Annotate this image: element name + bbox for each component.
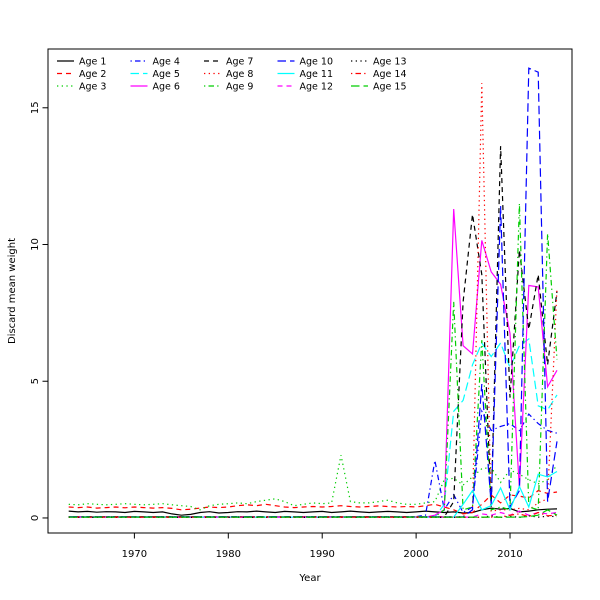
y-tick-label: 5 — [30, 378, 41, 384]
y-tick-label: 15 — [30, 101, 41, 114]
legend-label: Age 2 — [79, 69, 106, 80]
legend-item-age-2: Age 2 — [57, 69, 106, 80]
legend-item-age-12: Age 12 — [277, 81, 333, 92]
legend-item-age-4: Age 4 — [130, 56, 180, 67]
legend-label: Age 1 — [79, 56, 106, 67]
y-tick-label: 0 — [30, 515, 41, 521]
legend-item-age-3: Age 3 — [57, 81, 106, 92]
legend-item-age-10: Age 10 — [277, 56, 333, 67]
legend-label: Age 6 — [153, 81, 180, 92]
legend-item-age-14: Age 14 — [351, 69, 406, 80]
plot-area — [68, 67, 558, 519]
legend-label: Age 5 — [153, 69, 180, 80]
y-tick-label: 10 — [30, 238, 41, 251]
y-axis-title: Discard mean weight — [7, 238, 18, 344]
series-line-age-2 — [68, 489, 558, 515]
y-axis: 0 5 10 15 — [30, 101, 48, 521]
legend-label: Age 10 — [300, 56, 333, 67]
plot-box — [47, 48, 573, 534]
legend-item-age-13: Age 13 — [351, 56, 406, 67]
x-tick-label: 1970 — [122, 549, 147, 560]
legend-label: Age 4 — [153, 56, 180, 67]
legend-label: Age 3 — [79, 81, 106, 92]
legend-label: Age 11 — [300, 69, 333, 80]
legend-item-age-9: Age 9 — [204, 81, 253, 92]
x-tick-label: 1980 — [216, 549, 241, 560]
legend-label: Age 15 — [373, 81, 406, 92]
legend-label: Age 7 — [226, 56, 253, 67]
legend-item-age-7: Age 7 — [204, 56, 253, 67]
x-tick-label: 2010 — [497, 549, 522, 560]
legend-item-age-1: Age 1 — [57, 56, 106, 67]
series-line-age-15 — [68, 509, 558, 518]
series-line-age-1 — [68, 507, 558, 516]
x-axis: 1970 1980 1990 2000 2010 — [122, 533, 523, 560]
x-tick-label: 2000 — [403, 549, 428, 560]
legend-item-age-11: Age 11 — [277, 69, 333, 80]
legend-item-age-15: Age 15 — [351, 81, 406, 92]
legend-label: Age 9 — [226, 81, 253, 92]
legend-label: Age 8 — [226, 69, 253, 80]
legend-item-age-8: Age 8 — [204, 69, 253, 80]
legend-label: Age 12 — [300, 81, 333, 92]
legend-item-age-5: Age 5 — [130, 69, 180, 80]
x-tick-label: 1990 — [309, 549, 334, 560]
x-axis-title: Year — [298, 573, 321, 584]
legend-label: Age 14 — [373, 69, 406, 80]
legend-label: Age 13 — [373, 56, 406, 67]
legend-item-age-6: Age 6 — [130, 81, 180, 92]
